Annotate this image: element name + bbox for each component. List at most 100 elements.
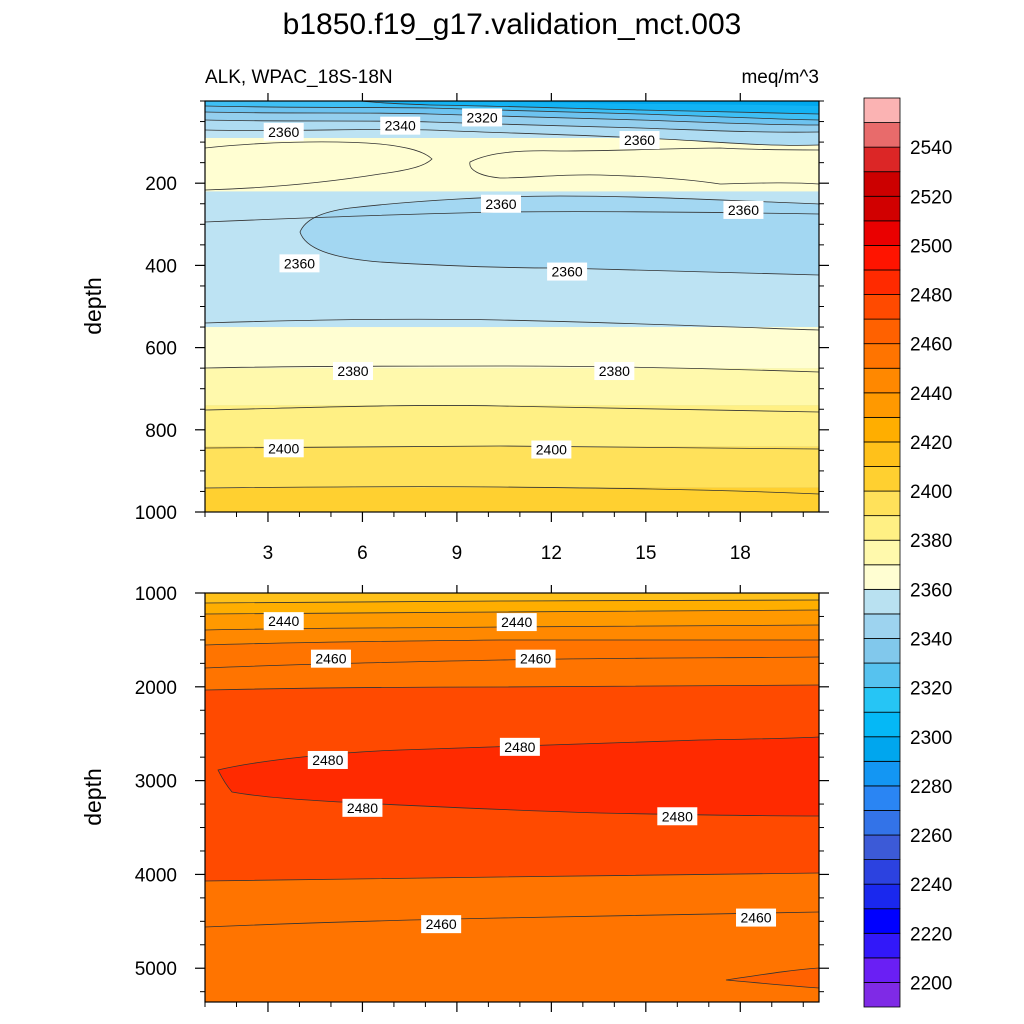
contour-label: 2360	[723, 200, 764, 219]
contour-label: 2320	[462, 108, 503, 127]
contour-label: 2460	[310, 649, 351, 668]
colorbar-tick-label: 2320	[910, 679, 952, 700]
upper-band-fill-3	[205, 405, 819, 447]
upper-y-tick-label: 200	[145, 174, 177, 195]
contour-label-box	[263, 612, 304, 631]
lower-y-axis-label: depth	[80, 768, 106, 826]
upper-y-tick-label: 400	[145, 256, 177, 277]
lower-plot-frame	[204, 592, 820, 1003]
contour-label-text: 2480	[347, 800, 378, 816]
colorbar-tick-label: 2520	[910, 187, 952, 208]
contour-label: 2360	[263, 122, 304, 141]
contour-label-box	[657, 807, 698, 826]
colorbar-swatch	[863, 908, 901, 934]
colorbar-tick-label: 2540	[910, 138, 952, 159]
colorbar-swatch	[863, 539, 901, 566]
colorbar-swatch	[863, 687, 901, 713]
contour-label-box	[515, 649, 556, 668]
colorbar-tick-label: 2260	[910, 826, 952, 847]
upper-band-fill-1	[205, 327, 819, 369]
contour-label: 2360	[279, 254, 320, 273]
upper-band-fill-5	[205, 487, 819, 512]
contour-label-box	[499, 737, 540, 756]
colorbar-swatch	[863, 859, 901, 885]
x-tick-label: 9	[452, 543, 463, 564]
colorbar-tick-label: 2500	[910, 236, 952, 257]
contour-label: 2480	[307, 750, 348, 769]
colorbar-swatch	[863, 711, 901, 738]
contour-label-box	[462, 108, 503, 127]
contour-label-text: 2460	[520, 651, 551, 667]
contour-label: 2340	[380, 116, 421, 135]
upper-band-fill-4	[205, 446, 819, 488]
colorbar-tick-label: 2400	[910, 482, 952, 503]
colorbar-swatch	[863, 588, 901, 615]
lower-y-tick-label: 3000	[135, 772, 177, 793]
upper-contour-labels: 2320 2340 2360 2360 2360 2360 2360 2360 2380 2380…	[263, 108, 764, 459]
colorbar-tick-label: 2460	[910, 335, 952, 356]
colorbar-swatch	[863, 343, 901, 369]
contour-label-text: 2460	[315, 651, 346, 667]
contour-label: 2480	[657, 807, 698, 826]
lower-y-tick-label: 4000	[135, 865, 177, 886]
contour-label-box	[307, 750, 348, 769]
lower-band-2430	[205, 600, 819, 614]
contour-label: 2360	[480, 194, 521, 213]
contour-label-box	[547, 262, 588, 281]
colorbar-tick-label: 2360	[910, 580, 952, 601]
colorbar-tick-label: 2480	[910, 286, 952, 307]
contour-label-text: 2360	[284, 255, 315, 271]
colorbar-swatch	[863, 515, 901, 541]
lower-band-2420	[205, 593, 819, 603]
upper-pocket-2350	[299, 195, 819, 276]
contour-label-text: 2440	[501, 614, 532, 630]
contour-label: 2360	[547, 262, 588, 281]
colorbar-swatch	[863, 146, 901, 173]
colorbar-swatch	[863, 785, 901, 811]
lower-ticks: 1000 2000 3000 4000 5000	[135, 584, 829, 1012]
contour-label-box	[279, 254, 320, 273]
colorbar-swatch	[863, 245, 901, 271]
contour-label-box	[263, 122, 304, 141]
colorbar-swatch	[863, 416, 901, 443]
contour-label: 2380	[332, 362, 373, 381]
variable-region-label: ALK, WPAC_18S-18N	[205, 67, 393, 88]
colorbar-swatch	[863, 564, 901, 590]
colorbar-swatch	[863, 810, 901, 836]
colorbar-swatch	[863, 932, 901, 959]
lower-y-tick-label: 5000	[135, 959, 177, 980]
lower-core-2480	[217, 736, 819, 817]
contour-label: 2400	[263, 439, 304, 458]
x-tick-label: 15	[635, 543, 656, 564]
contour-label-box	[723, 200, 764, 219]
contour-label-text: 2460	[426, 916, 457, 932]
colorbar-swatch	[863, 220, 901, 246]
upper-y-tick-label: 1000	[135, 503, 177, 524]
contour-label-text: 2340	[385, 118, 416, 134]
contour-label-text: 2460	[740, 910, 771, 926]
contour-label-box	[531, 440, 572, 459]
upper-lens-east	[469, 147, 819, 185]
colorbar-tick-label: 2380	[910, 531, 952, 552]
contour-label: 2460	[515, 649, 556, 668]
colorbar-swatch	[863, 392, 901, 418]
contour-label-text: 2360	[268, 124, 299, 140]
contour-label-box	[263, 439, 304, 458]
colorbar-swatch	[863, 662, 901, 689]
x-tick-label: 6	[357, 543, 368, 564]
contour-label: 2380	[594, 362, 635, 381]
x-tick-label: 18	[730, 543, 751, 564]
contour-label-box	[496, 613, 537, 632]
contour-label: 2440	[496, 613, 537, 632]
colorbar-tick-label: 2420	[910, 433, 952, 454]
contour-label-box	[310, 649, 351, 668]
colorbar-swatch	[863, 957, 901, 983]
upper-lens-west	[205, 141, 433, 191]
contour-label: 2480	[499, 737, 540, 756]
colorbar-tick-label: 2300	[910, 728, 952, 749]
colorbar: 2200 2220 2240 2260 2280 2300 2320 2340 2360 2380…	[863, 97, 952, 1008]
colorbar-swatch	[863, 318, 901, 345]
colorbar-tick-label: 2340	[910, 629, 952, 650]
